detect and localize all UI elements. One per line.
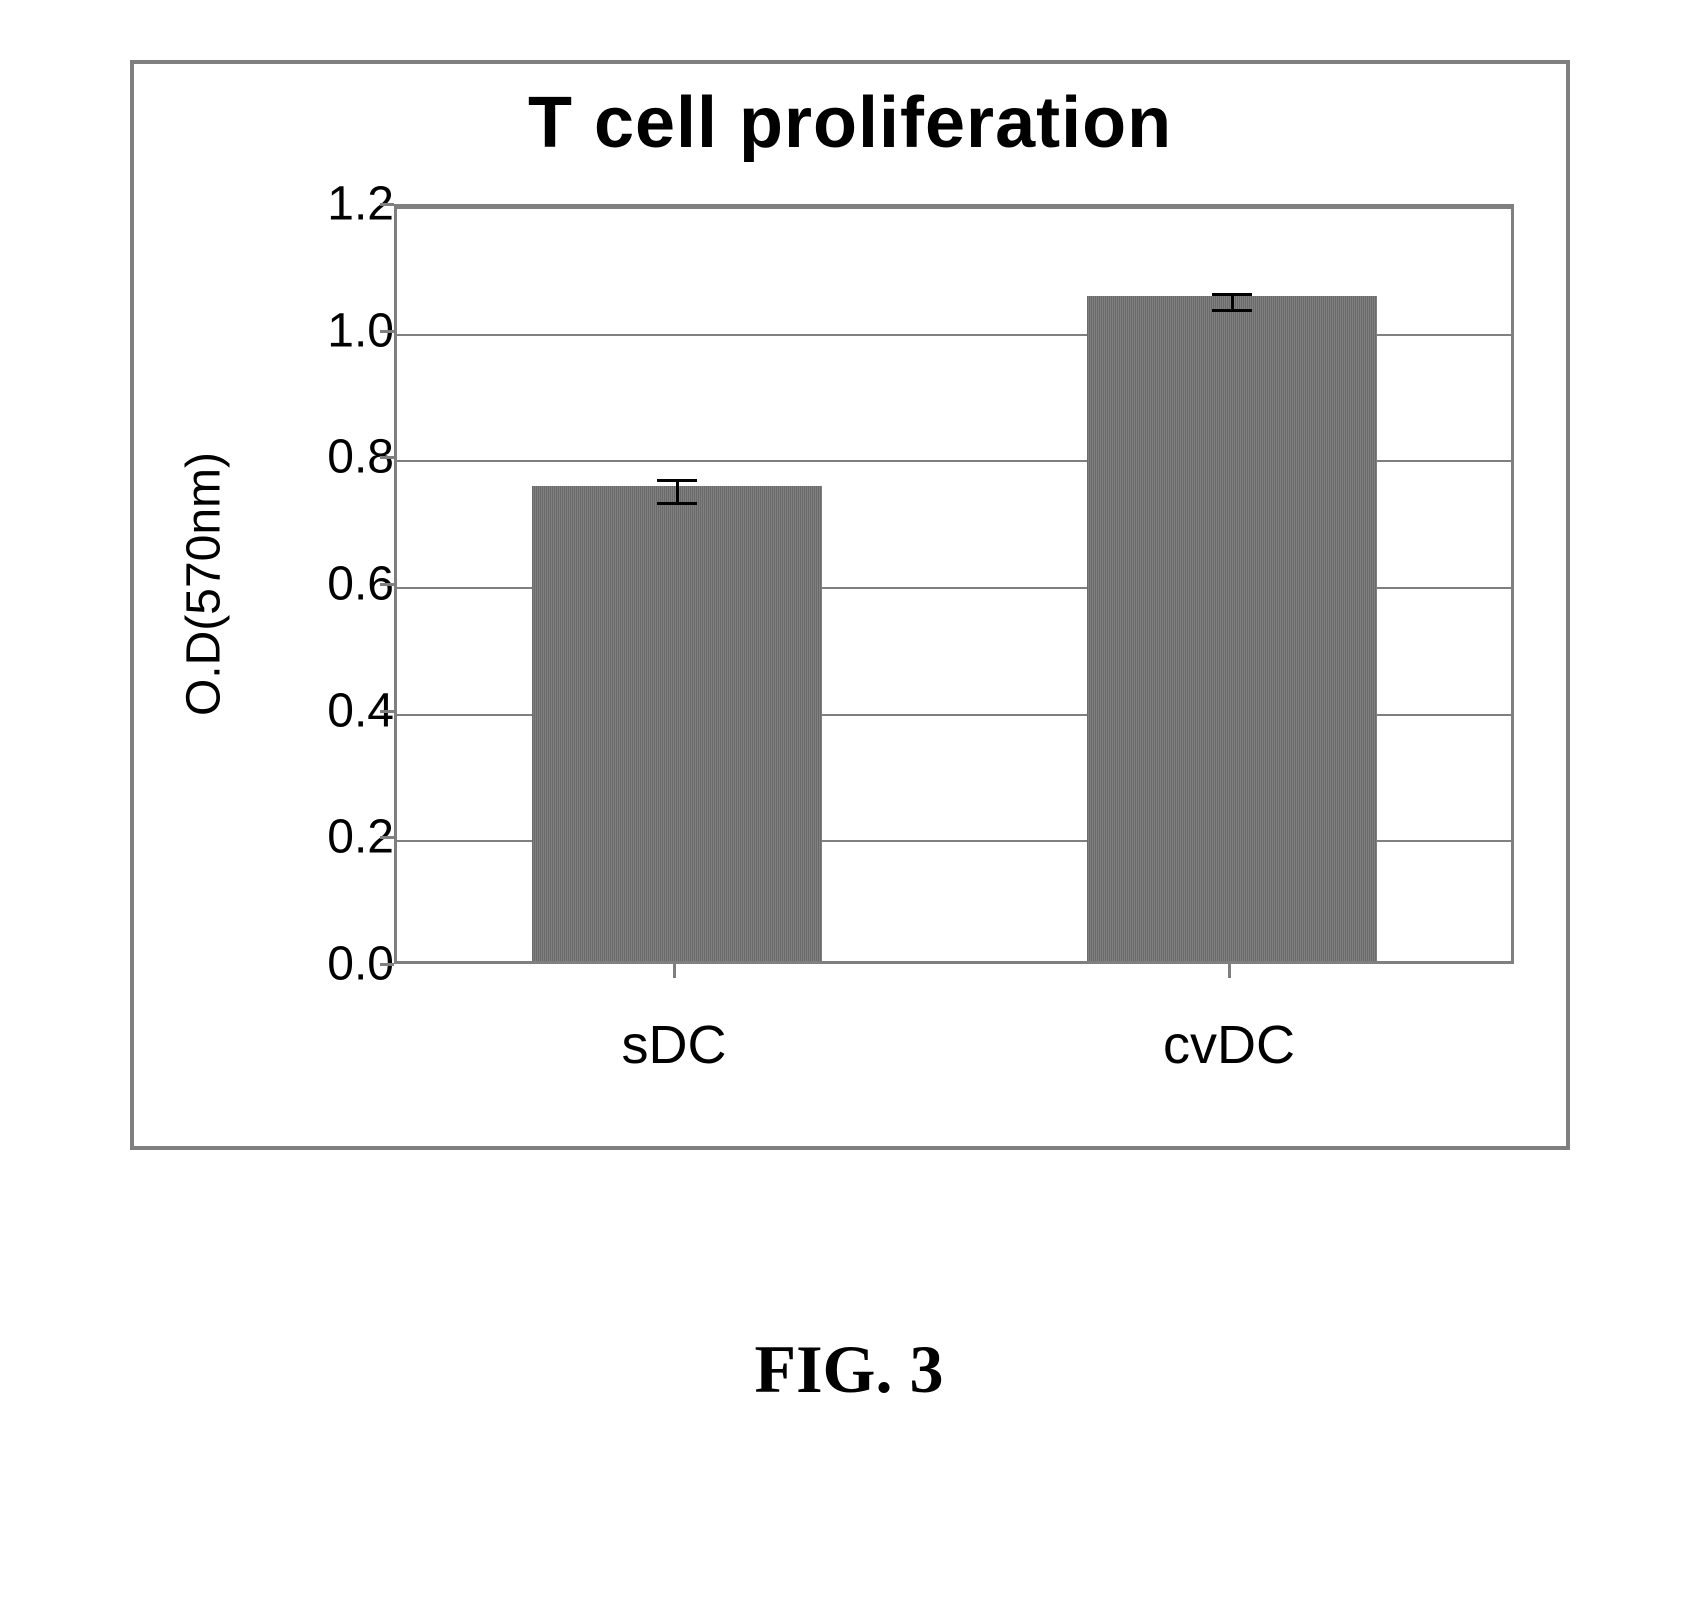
y-tick-label: 0.2: [284, 810, 394, 865]
y-tick-label: 0.6: [284, 557, 394, 612]
x-tick-mark: [673, 964, 676, 978]
bar-cvDC: [1087, 296, 1377, 961]
y-tick-label: 1.2: [284, 177, 394, 232]
y-tick-mark: [380, 836, 394, 839]
x-tick-mark: [1228, 964, 1231, 978]
y-tick-mark: [380, 456, 394, 459]
error-bar: [1212, 293, 1252, 312]
y-tick-label: 1.0: [284, 303, 394, 358]
y-tick-mark: [380, 583, 394, 586]
chart-title: T cell proliferation: [134, 82, 1566, 164]
y-tick-mark: [380, 203, 394, 206]
y-tick-mark: [380, 710, 394, 713]
error-bar: [657, 479, 697, 504]
y-tick-label: 0.0: [284, 937, 394, 992]
figure-caption: FIG. 3: [0, 1330, 1698, 1409]
chart-frame: T cell proliferation O.D(570nm) 0.0 0.2 0.…: [130, 60, 1570, 1150]
x-tick-label: cvDC: [1163, 1014, 1295, 1076]
plot-area: [394, 204, 1514, 964]
y-tick-mark: [380, 330, 394, 333]
y-tick-label: 0.8: [284, 430, 394, 485]
gridline: [397, 207, 1511, 209]
y-tick-label: 0.4: [284, 683, 394, 738]
bar-sDC: [532, 486, 822, 961]
x-tick-label: sDC: [622, 1014, 727, 1076]
y-axis-label: O.D(570nm): [177, 452, 232, 716]
y-tick-mark: [380, 963, 394, 966]
